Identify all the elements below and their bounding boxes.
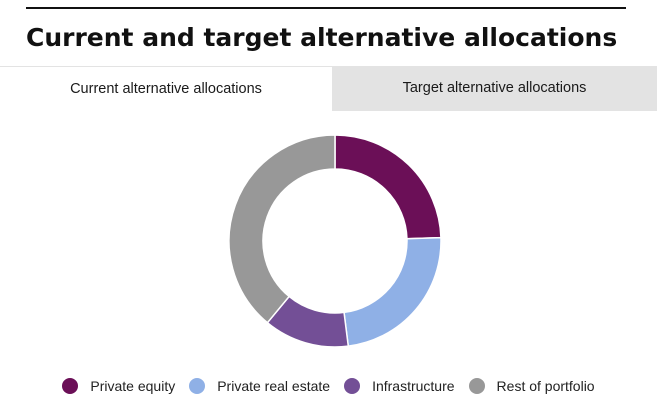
page-title: Current and target alternative allocatio… — [26, 23, 618, 52]
legend-label: Infrastructure — [372, 378, 455, 394]
legend-swatch — [468, 378, 485, 394]
tab-bar: Current alternative allocations Target a… — [0, 66, 657, 111]
chart-area — [0, 111, 657, 371]
legend-item-private-equity[interactable]: Private equity — [62, 378, 175, 394]
legend: Private equity Private real estate Infrast… — [0, 372, 657, 400]
legend-swatch — [344, 378, 361, 394]
top-divider — [26, 7, 626, 9]
tab-current-allocations[interactable]: Current alternative allocations — [0, 66, 332, 111]
slice-rest-of-portfolio[interactable] — [228, 134, 336, 324]
legend-item-rest-of-portfolio[interactable]: Rest of portfolio — [468, 378, 595, 394]
slice-private-equity[interactable] — [334, 134, 442, 240]
tab-target-allocations[interactable]: Target alternative allocations — [332, 66, 657, 111]
legend-label: Private real estate — [217, 378, 331, 394]
slice-private-real-estate[interactable] — [343, 236, 442, 348]
legend-label: Rest of portfolio — [496, 378, 595, 394]
legend-item-private-real-estate[interactable]: Private real estate — [189, 378, 330, 394]
donut-chart — [228, 134, 442, 348]
legend-label: Private equity — [90, 378, 176, 394]
legend-swatch — [62, 378, 79, 394]
legend-swatch — [189, 378, 206, 394]
legend-item-infrastructure[interactable]: Infrastructure — [344, 378, 455, 394]
